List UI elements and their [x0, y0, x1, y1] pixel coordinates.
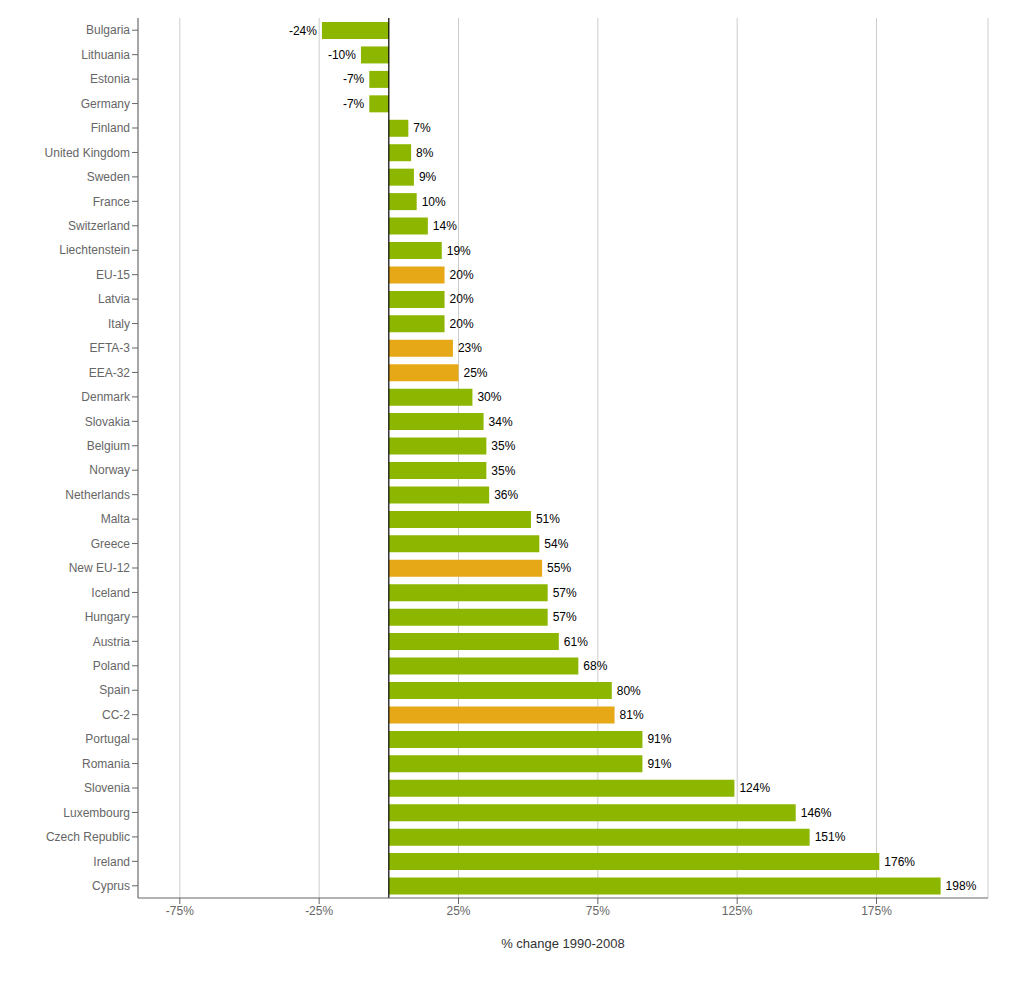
svg-text:Denmark: Denmark	[81, 390, 131, 404]
svg-text:EU-15: EU-15	[96, 268, 130, 282]
svg-text:Bulgaria: Bulgaria	[86, 23, 130, 37]
svg-text:35%: 35%	[491, 464, 515, 478]
svg-text:Slovenia: Slovenia	[84, 781, 130, 795]
svg-text:Germany: Germany	[81, 97, 130, 111]
svg-text:-10%: -10%	[328, 48, 356, 62]
svg-text:54%: 54%	[544, 537, 568, 551]
svg-text:80%: 80%	[617, 684, 641, 698]
svg-text:Romania: Romania	[82, 757, 130, 771]
svg-text:57%: 57%	[553, 610, 577, 624]
svg-text:175%: 175%	[861, 904, 892, 918]
svg-text:35%: 35%	[491, 439, 515, 453]
svg-text:75%: 75%	[586, 904, 610, 918]
svg-text:Switzerland: Switzerland	[68, 219, 130, 233]
svg-text:Greece: Greece	[91, 537, 131, 551]
svg-text:34%: 34%	[489, 415, 513, 429]
svg-text:20%: 20%	[450, 317, 474, 331]
svg-text:10%: 10%	[422, 195, 446, 209]
svg-text:United Kingdom: United Kingdom	[45, 146, 130, 160]
svg-text:New EU-12: New EU-12	[69, 561, 131, 575]
svg-text:Ireland: Ireland	[93, 855, 130, 869]
svg-text:Lithuania: Lithuania	[81, 48, 130, 62]
svg-text:Slovakia: Slovakia	[85, 415, 131, 429]
svg-text:Hungary: Hungary	[85, 610, 130, 624]
svg-text:% change 1990-2008: % change 1990-2008	[501, 936, 625, 951]
svg-text:Latvia: Latvia	[98, 292, 130, 306]
svg-text:Spain: Spain	[99, 683, 130, 697]
svg-text:61%: 61%	[564, 635, 588, 649]
svg-text:146%: 146%	[801, 806, 832, 820]
svg-text:9%: 9%	[419, 170, 437, 184]
svg-text:-75%: -75%	[166, 904, 194, 918]
svg-text:20%: 20%	[450, 292, 474, 306]
svg-text:Poland: Poland	[93, 659, 130, 673]
svg-text:8%: 8%	[416, 146, 434, 160]
svg-text:125%: 125%	[722, 904, 753, 918]
svg-text:Austria: Austria	[93, 635, 131, 649]
svg-text:-7%: -7%	[343, 97, 365, 111]
svg-text:57%: 57%	[553, 586, 577, 600]
svg-text:81%: 81%	[620, 708, 644, 722]
svg-text:68%: 68%	[583, 659, 607, 673]
svg-text:Iceland: Iceland	[91, 586, 130, 600]
svg-text:151%: 151%	[815, 830, 846, 844]
svg-text:25%: 25%	[446, 904, 470, 918]
svg-text:-25%: -25%	[305, 904, 333, 918]
svg-text:-24%: -24%	[289, 24, 317, 38]
svg-text:7%: 7%	[413, 121, 431, 135]
svg-text:Cyprus: Cyprus	[92, 879, 130, 893]
svg-text:-7%: -7%	[343, 72, 365, 86]
svg-text:25%: 25%	[463, 366, 487, 380]
svg-text:124%: 124%	[739, 781, 770, 795]
svg-text:Netherlands: Netherlands	[65, 488, 130, 502]
svg-text:20%: 20%	[450, 268, 474, 282]
svg-text:91%: 91%	[647, 732, 671, 746]
svg-text:Finland: Finland	[91, 121, 130, 135]
svg-text:Luxembourg: Luxembourg	[63, 806, 130, 820]
svg-text:Estonia: Estonia	[90, 72, 130, 86]
svg-text:France: France	[93, 195, 131, 209]
svg-text:51%: 51%	[536, 512, 560, 526]
svg-text:Norway: Norway	[89, 463, 130, 477]
svg-text:Malta: Malta	[101, 512, 131, 526]
svg-text:23%: 23%	[458, 341, 482, 355]
svg-text:176%: 176%	[884, 855, 915, 869]
svg-text:Belgium: Belgium	[87, 439, 130, 453]
svg-text:EFTA-3: EFTA-3	[90, 341, 131, 355]
svg-text:CC-2: CC-2	[102, 708, 130, 722]
svg-text:Italy: Italy	[108, 317, 130, 331]
svg-text:19%: 19%	[447, 244, 471, 258]
svg-text:30%: 30%	[477, 390, 501, 404]
svg-text:Sweden: Sweden	[87, 170, 130, 184]
svg-text:Portugal: Portugal	[85, 732, 130, 746]
svg-text:EEA-32: EEA-32	[89, 366, 131, 380]
svg-text:Czech Republic: Czech Republic	[46, 830, 130, 844]
svg-text:Liechtenstein: Liechtenstein	[59, 243, 130, 257]
svg-text:198%: 198%	[946, 879, 977, 893]
svg-text:55%: 55%	[547, 561, 571, 575]
svg-text:91%: 91%	[647, 757, 671, 771]
svg-text:36%: 36%	[494, 488, 518, 502]
svg-text:14%: 14%	[433, 219, 457, 233]
